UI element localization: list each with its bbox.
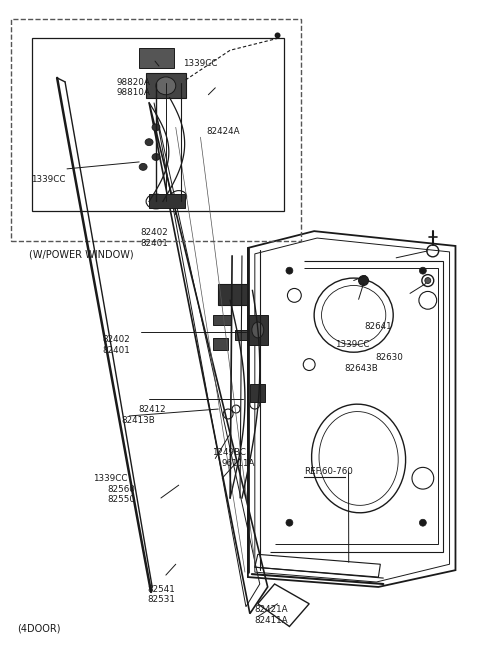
Text: 82560: 82560	[107, 485, 135, 494]
Text: 1339CC: 1339CC	[93, 474, 127, 483]
Text: 82413B: 82413B	[121, 415, 155, 424]
Text: 82412: 82412	[138, 405, 166, 413]
Bar	[146, 73, 186, 98]
Text: 82630: 82630	[375, 354, 403, 362]
Text: (W/POWER WINDOW): (W/POWER WINDOW)	[29, 250, 133, 260]
Bar	[235, 330, 247, 340]
Text: 82541: 82541	[147, 584, 175, 593]
Text: 98820A: 98820A	[117, 78, 151, 86]
Text: 82401: 82401	[140, 239, 168, 248]
Bar	[139, 48, 174, 68]
Bar	[149, 194, 185, 208]
Bar	[248, 315, 268, 345]
Text: (4DOOR): (4DOOR)	[17, 624, 60, 633]
Text: 82531: 82531	[147, 595, 175, 604]
Bar	[218, 284, 248, 305]
Text: 1339CC: 1339CC	[31, 176, 66, 185]
Text: 82641: 82641	[364, 322, 392, 331]
Ellipse shape	[145, 139, 153, 145]
Text: 98810A: 98810A	[117, 88, 151, 97]
Bar	[213, 315, 231, 325]
Bar	[213, 338, 228, 350]
Ellipse shape	[420, 519, 426, 526]
Ellipse shape	[420, 267, 426, 274]
Ellipse shape	[286, 267, 293, 274]
Text: 1249BC: 1249BC	[212, 448, 246, 457]
Ellipse shape	[359, 276, 369, 286]
Text: 96111A: 96111A	[221, 459, 254, 468]
Ellipse shape	[152, 124, 160, 131]
Text: 82401: 82401	[102, 346, 130, 354]
Ellipse shape	[152, 153, 160, 160]
Text: 82411A: 82411A	[254, 616, 288, 625]
Text: 82424A: 82424A	[207, 127, 240, 136]
Ellipse shape	[252, 322, 264, 338]
Bar	[11, 18, 301, 241]
Text: 82402: 82402	[102, 335, 130, 345]
Ellipse shape	[275, 33, 280, 39]
Text: 82402: 82402	[140, 229, 168, 238]
Text: 82643B: 82643B	[344, 364, 378, 373]
Ellipse shape	[139, 163, 147, 170]
Ellipse shape	[286, 519, 293, 526]
Ellipse shape	[156, 77, 176, 95]
Text: 1339CC: 1339CC	[335, 340, 370, 349]
Bar	[33, 39, 285, 212]
Ellipse shape	[425, 278, 431, 284]
Text: 82550: 82550	[107, 495, 135, 504]
Text: 1339CC: 1339CC	[183, 59, 217, 68]
Text: REF.60-760: REF.60-760	[304, 468, 353, 476]
Bar	[250, 384, 264, 402]
Text: 82421A: 82421A	[254, 605, 288, 614]
